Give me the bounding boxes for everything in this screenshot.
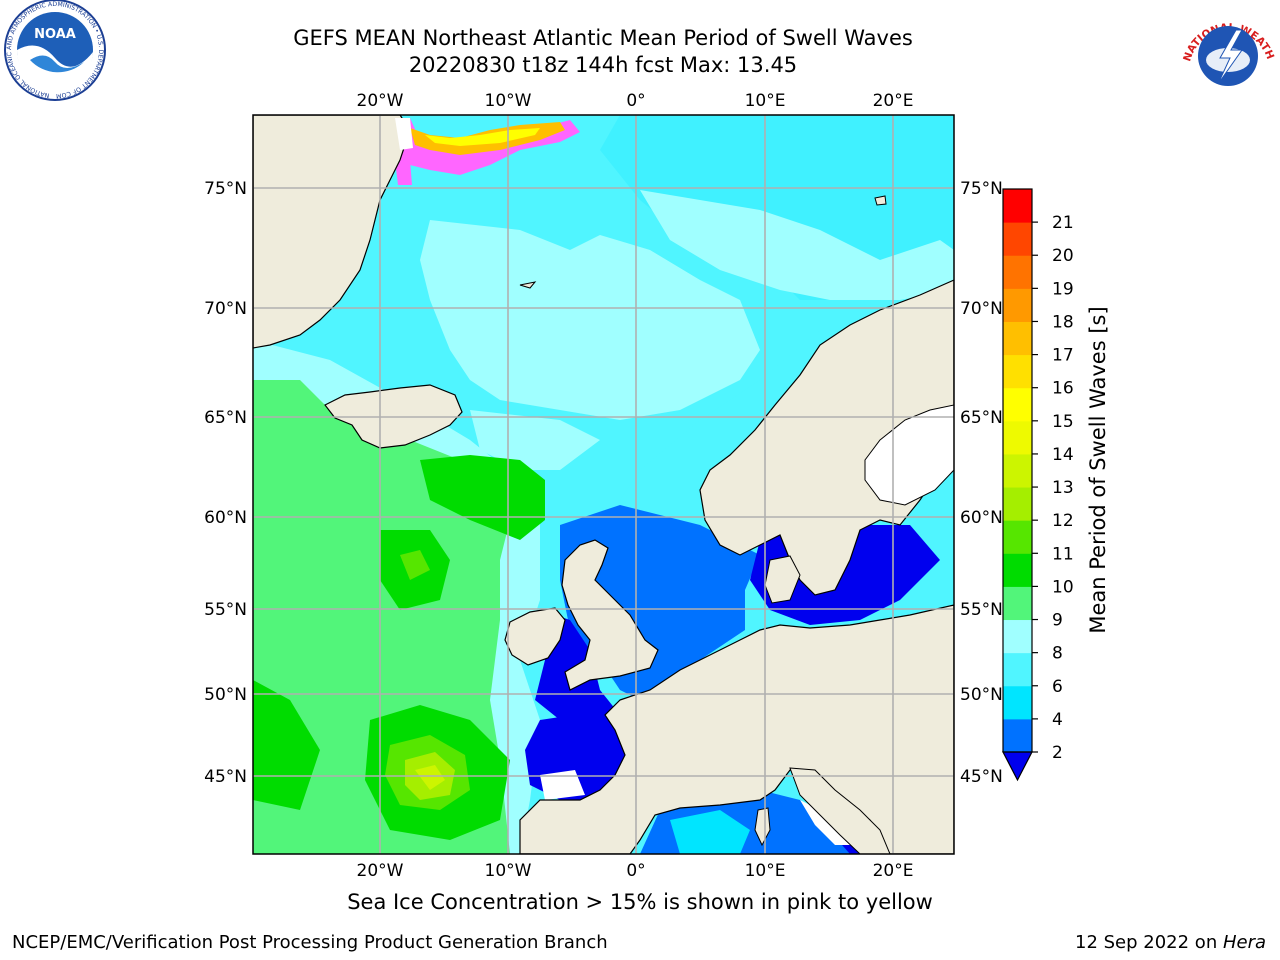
- colorbar-swatch: [1003, 718, 1032, 753]
- colorbar-tick-label: 4: [1052, 710, 1063, 730]
- lat-label-right-75n: 75°N: [960, 179, 1003, 199]
- lon-label-bottom-10w: 10°W: [485, 861, 532, 881]
- lon-label-top-10w: 10°W: [485, 91, 532, 111]
- lon-label-top-20w: 20°W: [357, 91, 404, 111]
- lon-label-top-10e: 10°E: [745, 91, 786, 111]
- colorbar-tick-label: 17: [1052, 346, 1074, 366]
- colorbar-extend-min: [1002, 751, 1033, 782]
- footer-credit: NCEP/EMC/Verification Post Processing Pr…: [12, 932, 608, 953]
- colorbar-swatch: [1003, 321, 1032, 356]
- lat-label-left-60n: 60°N: [204, 508, 247, 528]
- noaa-logo: NATIONAL OCEANIC AND ATMOSPHERIC ADMINIS…: [0, 0, 106, 101]
- colorbar-tick-label: 15: [1052, 412, 1074, 432]
- lat-label-left-50n: 50°N: [204, 685, 247, 705]
- colorbar-tick-label: 21: [1052, 213, 1074, 233]
- lat-label-left-65n: 65°N: [204, 408, 247, 428]
- map-title: GEFS MEAN Northeast Atlantic Mean Period…: [293, 26, 913, 50]
- colorbar-swatch: [1003, 520, 1032, 554]
- colorbar-swatch: [1003, 553, 1032, 587]
- lon-label-bottom-10e: 10°E: [745, 861, 786, 881]
- colorbar-tick-label: 19: [1052, 279, 1074, 299]
- colorbar-tick-label: 12: [1052, 511, 1074, 531]
- colorbar-swatch: [1003, 487, 1032, 521]
- lat-label-right-65n: 65°N: [960, 408, 1003, 428]
- lat-label-right-55n: 55°N: [960, 600, 1003, 620]
- footer-date: 12 Sep 2022 on Hera: [1075, 932, 1266, 953]
- lat-label-left-55n: 55°N: [204, 600, 247, 620]
- colorbar-tick-label: 8: [1052, 644, 1063, 664]
- colorbar-swatch: [1003, 255, 1032, 289]
- colorbar-tick-label: 11: [1052, 544, 1074, 564]
- lon-label-bottom-0: 0°: [626, 861, 645, 881]
- colorbar-swatch: [1003, 619, 1032, 654]
- lat-label-right-50n: 50°N: [960, 685, 1003, 705]
- colorbar-swatch: [1003, 685, 1032, 720]
- colorbar-label: Mean Period of Swell Waves [s]: [1086, 306, 1110, 633]
- footer-machine: Hera: [1222, 932, 1266, 953]
- lat-label-right-60n: 60°N: [960, 508, 1003, 528]
- colorbar-tick-label: 2: [1052, 743, 1063, 763]
- colorbar-swatch: [1003, 453, 1032, 488]
- lat-label-left-75n: 75°N: [204, 179, 247, 199]
- lat-label-right-45n: 45°N: [960, 767, 1003, 787]
- lon-label-bottom-20e: 20°E: [873, 861, 914, 881]
- sea-ice-note: Sea Ice Concentration > 15% is shown in …: [347, 890, 933, 914]
- map-plot-area: [253, 115, 954, 854]
- colorbar-tick-label: 6: [1052, 677, 1063, 697]
- colorbar-swatch: [1003, 420, 1032, 455]
- lat-labels-left: 75°N 70°N 65°N 60°N 55°N 50°N 45°N: [204, 179, 247, 787]
- graticule: [253, 115, 954, 854]
- colorbar-swatch: [1003, 586, 1032, 621]
- colorbar-tick-label: 16: [1052, 379, 1074, 399]
- colorbar-swatch: [1003, 288, 1032, 322]
- map-frame: [252, 114, 955, 855]
- colorbar-tick-label: 13: [1052, 478, 1074, 498]
- map-subtitle: 20220830 t18z 144h fcst Max: 13.45: [408, 53, 798, 77]
- colorbar-tick-label: 18: [1052, 312, 1074, 332]
- colorbar-swatch: [1003, 222, 1032, 256]
- colorbar-tick-label: 20: [1052, 246, 1074, 266]
- colorbar-swatch: [1003, 387, 1032, 422]
- lat-label-left-70n: 70°N: [204, 299, 247, 319]
- lat-label-left-45n: 45°N: [204, 767, 247, 787]
- colorbar: 2 4 6 8 9 10 11 12 13 14 15 16 17 18 19 20 21 Mean Perio…: [1002, 188, 1110, 782]
- lon-labels-bottom: 20°W 10°W 0° 10°E 20°E: [357, 861, 914, 881]
- noaa-logo-text: NOAA: [34, 27, 76, 42]
- colorbar-tick-label: 10: [1052, 577, 1074, 597]
- colorbar-frame: [1002, 188, 1033, 753]
- colorbar-tick-label: 14: [1052, 445, 1074, 465]
- lon-label-top-0: 0°: [626, 91, 645, 111]
- lon-label-bottom-20w: 20°W: [357, 861, 404, 881]
- colorbar-swatch: [1003, 189, 1032, 223]
- colorbar-swatch: [1003, 652, 1032, 687]
- nws-logo: NATIONAL WEATHER SERVICE: [1176, 0, 1278, 102]
- colorbar-swatch: [1003, 354, 1032, 389]
- lon-labels-top: 20°W 10°W 0° 10°E 20°E: [357, 91, 914, 111]
- footer-date-text: 12 Sep 2022 on: [1075, 932, 1223, 953]
- colorbar-tick-label: 9: [1052, 611, 1063, 631]
- lat-labels-right: 75°N 70°N 65°N 60°N 55°N 50°N 45°N: [960, 179, 1003, 787]
- lon-label-top-20e: 20°E: [873, 91, 914, 111]
- lat-label-right-70n: 70°N: [960, 299, 1003, 319]
